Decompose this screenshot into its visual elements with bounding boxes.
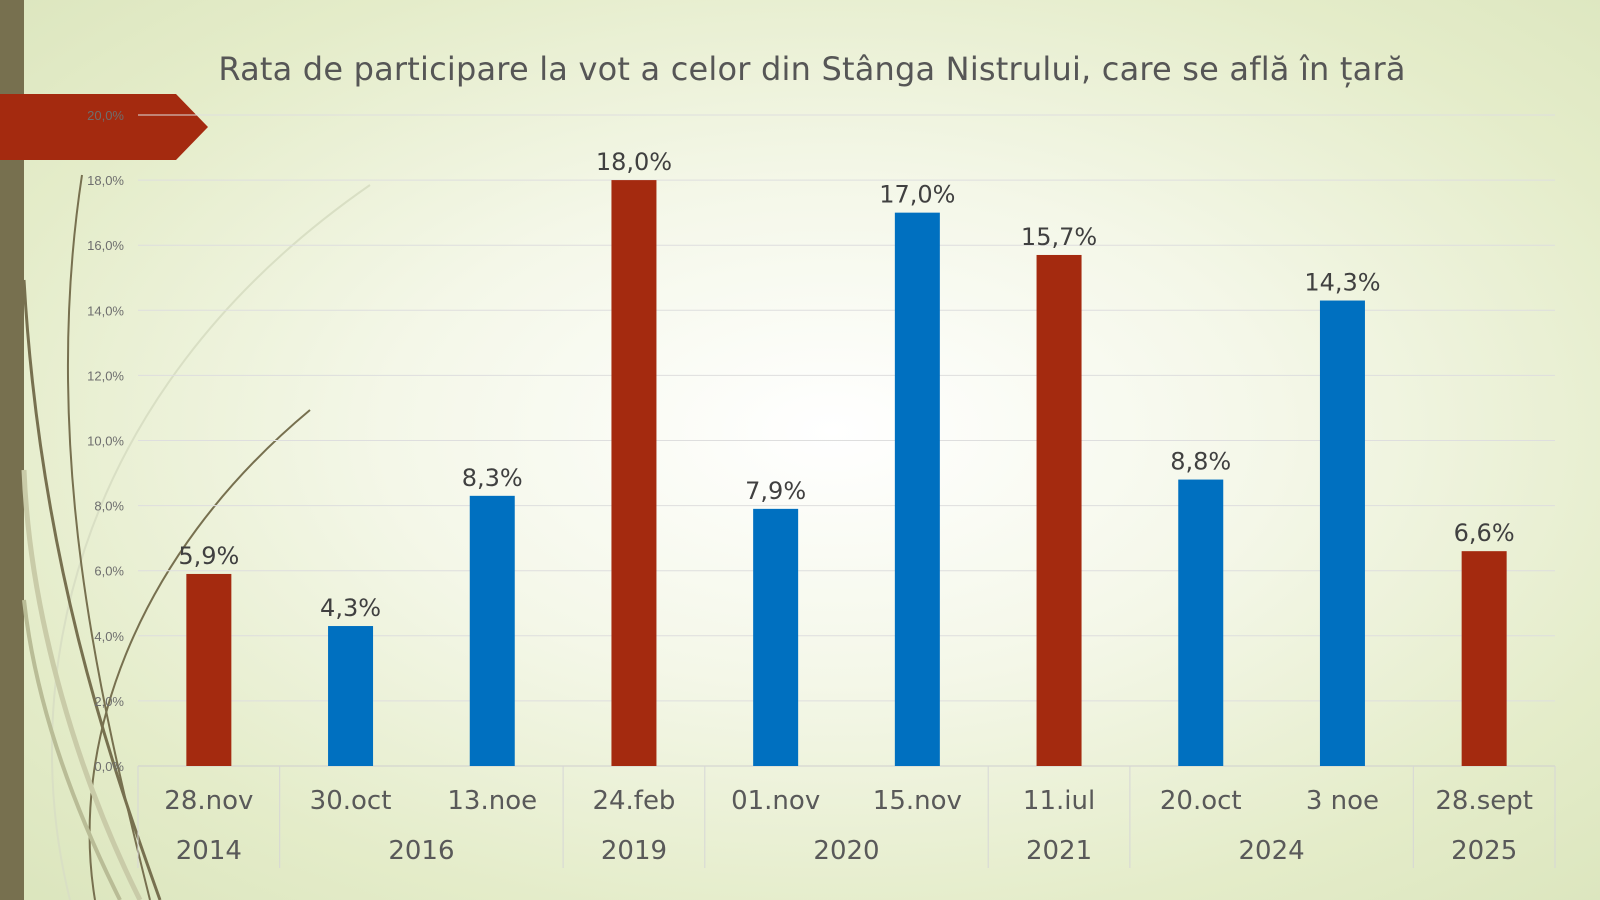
y-tick-label: 0,0% <box>94 759 124 774</box>
data-label: 7,9% <box>745 477 806 505</box>
x-category-label: 11.iul <box>1023 786 1095 816</box>
x-group-label: 2016 <box>388 836 454 866</box>
bar <box>1178 479 1224 766</box>
data-label: 8,8% <box>1170 448 1231 476</box>
x-category-label: 15.nov <box>873 786 962 816</box>
data-label: 6,6% <box>1454 519 1515 547</box>
bar <box>753 508 799 766</box>
y-tick-label: 10,0% <box>87 434 124 449</box>
x-category-label: 28.nov <box>164 786 253 816</box>
bar <box>1036 254 1082 766</box>
bar <box>894 212 940 766</box>
y-tick-label: 2,0% <box>94 694 124 709</box>
bar <box>186 573 232 766</box>
arrow-tab <box>0 94 208 160</box>
chart-title: Rata de participare la vot a celor din S… <box>218 50 1406 88</box>
bar <box>328 626 374 766</box>
x-group-label: 2024 <box>1239 836 1305 866</box>
data-label: 15,7% <box>1021 223 1097 251</box>
bar <box>1461 551 1507 766</box>
x-group-label: 2019 <box>601 836 667 866</box>
y-tick-label: 16,0% <box>87 238 124 253</box>
data-label: 4,3% <box>320 594 381 622</box>
y-tick-label: 18,0% <box>87 173 124 188</box>
y-tick-label: 4,0% <box>94 629 124 644</box>
y-tick-label: 14,0% <box>87 303 124 318</box>
y-tick-label: 12,0% <box>87 368 124 383</box>
x-category-label: 24.feb <box>592 786 675 816</box>
x-category-label: 01.nov <box>731 786 820 816</box>
data-label: 17,0% <box>879 181 955 209</box>
data-label: 8,3% <box>462 464 523 492</box>
x-category-label: 3 noe <box>1306 786 1379 816</box>
data-label: 5,9% <box>178 542 239 570</box>
y-tick-label: 20,0% <box>87 108 124 123</box>
x-group-label: 2014 <box>176 836 242 866</box>
bar <box>1319 300 1365 766</box>
bar <box>611 180 657 767</box>
data-label: 18,0% <box>596 148 672 176</box>
x-group-label: 2021 <box>1026 836 1092 866</box>
x-category-label: 20.oct <box>1160 786 1242 816</box>
x-category-label: 28.sept <box>1435 786 1533 816</box>
y-tick-label: 8,0% <box>94 499 124 514</box>
x-category-label: 13.noe <box>447 786 537 816</box>
bar <box>469 495 515 766</box>
y-tick-label: 6,0% <box>94 564 124 579</box>
data-label: 14,3% <box>1304 269 1380 297</box>
x-group-label: 2020 <box>813 836 879 866</box>
x-category-label: 30.oct <box>310 786 392 816</box>
x-group-label: 2025 <box>1451 836 1517 866</box>
